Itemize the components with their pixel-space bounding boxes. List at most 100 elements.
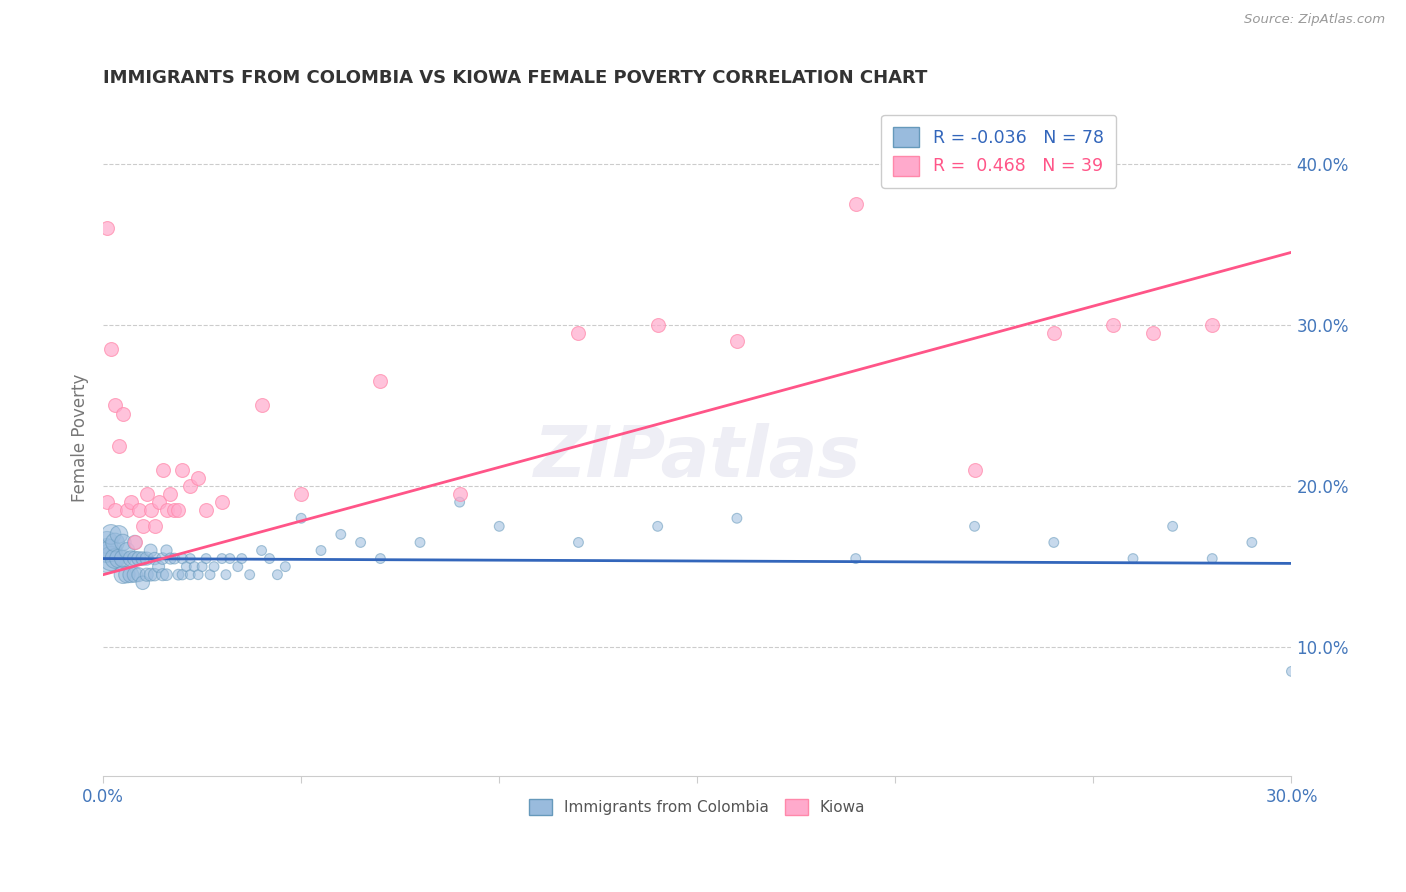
Point (179, 551, 201, 566)
Point (963, 519, 986, 533)
Point (167, 503, 190, 517)
Point (1042, 326, 1064, 340)
Point (1201, 551, 1223, 566)
Point (115, 567, 138, 582)
Point (567, 535, 589, 549)
Point (132, 551, 155, 566)
Point (1122, 551, 1144, 566)
Point (155, 503, 177, 517)
Point (111, 407, 134, 421)
Point (155, 567, 177, 582)
Point (135, 487, 157, 501)
Point (120, 495, 142, 509)
Point (139, 567, 162, 582)
Point (370, 374, 392, 388)
Point (163, 551, 186, 566)
Point (567, 326, 589, 340)
Point (1201, 318, 1223, 332)
Point (250, 543, 273, 558)
Point (152, 567, 174, 582)
Point (195, 503, 218, 517)
Point (124, 567, 146, 582)
Point (115, 503, 138, 517)
Point (143, 519, 166, 533)
Point (132, 519, 155, 533)
Point (128, 567, 150, 582)
Point (845, 197, 868, 211)
Point (115, 543, 138, 558)
Point (148, 495, 170, 509)
Point (290, 487, 312, 501)
Point (176, 559, 198, 574)
Point (211, 551, 233, 566)
Point (108, 527, 131, 541)
Point (155, 543, 177, 558)
Point (172, 567, 194, 582)
Point (187, 567, 209, 582)
Point (183, 559, 205, 574)
Point (215, 567, 238, 582)
Point (179, 479, 201, 493)
Point (111, 551, 134, 566)
Point (152, 463, 174, 477)
Point (104, 551, 127, 566)
Point (111, 567, 134, 582)
Point (100, 551, 122, 566)
Point (187, 471, 209, 485)
Point (845, 551, 868, 566)
Point (135, 551, 157, 566)
Point (259, 551, 281, 566)
Point (349, 535, 371, 549)
Point (449, 495, 471, 509)
Point (152, 551, 174, 566)
Point (290, 511, 312, 525)
Point (329, 527, 352, 541)
Point (108, 439, 131, 453)
Point (100, 342, 122, 356)
Point (120, 567, 142, 582)
Point (104, 535, 127, 549)
Point (167, 567, 190, 582)
Point (231, 551, 253, 566)
Point (488, 519, 510, 533)
Point (104, 503, 127, 517)
Point (108, 551, 131, 566)
Point (274, 559, 297, 574)
Point (1102, 318, 1125, 332)
Point (409, 535, 432, 549)
Point (111, 535, 134, 549)
Point (725, 334, 748, 348)
Point (198, 567, 221, 582)
Point (139, 503, 162, 517)
Point (250, 399, 273, 413)
Point (96, 535, 118, 549)
Point (647, 519, 669, 533)
Point (120, 551, 142, 566)
Point (309, 543, 332, 558)
Point (195, 551, 218, 566)
Text: Source: ZipAtlas.com: Source: ZipAtlas.com (1244, 13, 1385, 27)
Point (1281, 665, 1303, 679)
Point (725, 511, 748, 525)
Point (266, 567, 288, 582)
Point (96, 495, 118, 509)
Point (191, 559, 214, 574)
Point (179, 567, 201, 582)
Point (963, 463, 986, 477)
Point (172, 551, 194, 566)
Point (139, 543, 162, 558)
Point (449, 487, 471, 501)
Legend: Immigrants from Colombia, Kiowa: Immigrants from Colombia, Kiowa (522, 791, 873, 822)
Point (239, 567, 262, 582)
Point (163, 503, 186, 517)
Text: IMMIGRANTS FROM COLOMBIA VS KIOWA FEMALE POVERTY CORRELATION CHART: IMMIGRANTS FROM COLOMBIA VS KIOWA FEMALE… (103, 69, 928, 87)
Point (100, 543, 122, 558)
Point (143, 551, 166, 566)
Point (159, 487, 181, 501)
Point (211, 495, 233, 509)
Point (128, 503, 150, 517)
Point (100, 527, 122, 541)
Y-axis label: Female Poverty: Female Poverty (72, 374, 89, 502)
Point (159, 551, 181, 566)
Point (143, 567, 166, 582)
